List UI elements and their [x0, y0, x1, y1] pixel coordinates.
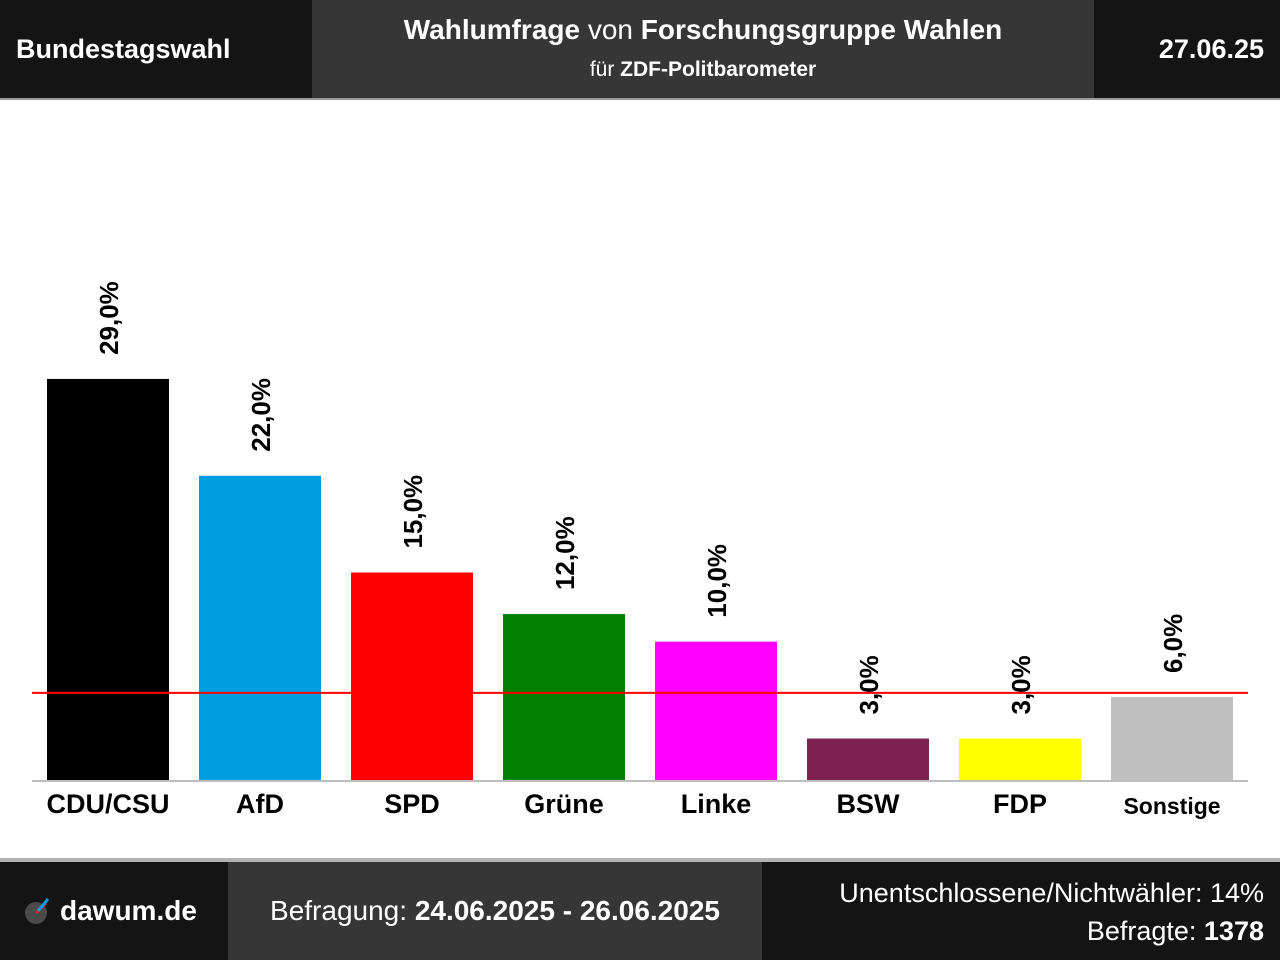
poll-title-von: von	[587, 14, 634, 45]
poll-bar-chart: 29,0% 22,0% 15,0% 12,0% 10,0% 3,0% 3,0% 6,0% CD…	[32, 281, 1248, 819]
category-label-sonstige: Sonstige	[1123, 793, 1220, 819]
bar-afd	[199, 475, 321, 780]
survey-period: 24.06.2025 - 26.06.2025	[414, 895, 720, 926]
bar-sonstige	[1111, 697, 1233, 780]
value-label-fdp: 3,0%	[1006, 655, 1036, 714]
poll-date: 27.06.25	[1158, 34, 1264, 64]
poll-subtitle-prefix: für	[589, 58, 615, 81]
respondents-label: Befragte:	[1086, 916, 1197, 946]
dawum-logo-icon	[25, 898, 50, 924]
value-label-cdu-csu: 29,0%	[94, 281, 124, 355]
survey-stats: Unentschlossene/Nichtwähler: 14% Befragt…	[839, 874, 1264, 950]
category-label-bsw: BSW	[837, 789, 901, 819]
value-label-sonstige: 6,0%	[1158, 614, 1188, 673]
respondents: Befragte: 1378	[839, 912, 1264, 950]
category-label-fdp: FDP	[993, 789, 1047, 819]
poll-title-prefix: Wahlumfrage	[403, 14, 581, 45]
category-label-linke: Linke	[681, 789, 752, 819]
undecided-share: Unentschlossene/Nichtwähler: 14%	[839, 878, 1264, 908]
header-divider	[0, 98, 1280, 100]
bar-fdp	[959, 738, 1081, 780]
bar-spd	[351, 572, 473, 780]
bar-gr-ne	[503, 614, 625, 780]
value-label-spd: 15,0%	[398, 475, 428, 549]
dawum-logo-text: dawum.de	[60, 895, 197, 926]
dawum-logo[interactable]: dawum.de	[24, 862, 197, 960]
poll-title: Wahlumfrage von Forschungsgruppe Wahlen	[312, 14, 1094, 46]
value-label-gr-ne: 12,0%	[550, 516, 580, 590]
election-type: Bundestagswahl	[16, 34, 231, 64]
category-label-gr-ne: Grüne	[524, 789, 604, 819]
bar-cdu-csu	[47, 378, 169, 780]
respondents-value: 1378	[1203, 916, 1264, 946]
pollster-name: Forschungsgruppe Wahlen	[640, 14, 1003, 45]
footer-divider	[0, 858, 1280, 862]
survey-period-panel: Befragung: 24.06.2025 - 26.06.2025	[228, 862, 762, 960]
client-name: ZDF-Politbarometer	[620, 58, 817, 81]
bar-linke	[655, 641, 777, 780]
category-label-cdu-csu: CDU/CSU	[46, 789, 169, 819]
header-center-panel: Wahlumfrage von Forschungsgruppe Wahlen …	[312, 0, 1094, 98]
bar-bsw	[807, 738, 929, 780]
header: Bundestagswahl Wahlumfrage von Forschung…	[0, 0, 1280, 98]
category-label-afd: AfD	[236, 789, 284, 819]
value-label-bsw: 3,0%	[854, 655, 884, 714]
footer: dawum.de Befragung: 24.06.2025 - 26.06.2…	[0, 862, 1280, 960]
value-label-linke: 10,0%	[702, 544, 732, 618]
poll-subtitle: für ZDF-Politbarometer	[312, 58, 1094, 82]
value-label-afd: 22,0%	[246, 378, 276, 452]
survey-label: Befragung:	[270, 895, 408, 926]
category-label-spd: SPD	[384, 789, 440, 819]
